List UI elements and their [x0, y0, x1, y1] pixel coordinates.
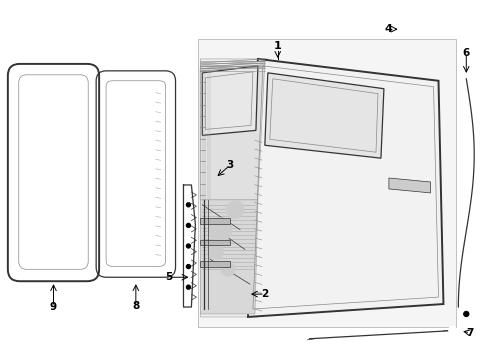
Bar	[200, 239, 230, 246]
Text: 3: 3	[226, 160, 234, 170]
Polygon shape	[202, 66, 258, 135]
Circle shape	[398, 20, 416, 38]
Text: 8: 8	[132, 301, 140, 311]
Text: 5: 5	[165, 272, 172, 282]
Bar	[200, 261, 230, 267]
Circle shape	[208, 218, 232, 242]
Polygon shape	[389, 178, 431, 193]
Polygon shape	[200, 59, 268, 317]
Circle shape	[187, 265, 191, 269]
Text: 4: 4	[385, 24, 393, 34]
Polygon shape	[200, 200, 258, 314]
Circle shape	[187, 285, 191, 289]
Circle shape	[187, 224, 191, 228]
Text: 2: 2	[261, 289, 269, 299]
Text: 1: 1	[274, 41, 282, 51]
Polygon shape	[265, 73, 384, 158]
Circle shape	[448, 326, 456, 334]
Circle shape	[464, 311, 469, 316]
Bar	[198, 39, 456, 327]
Text: 9: 9	[50, 302, 57, 312]
Circle shape	[187, 244, 191, 248]
Polygon shape	[200, 66, 255, 309]
Text: 7: 7	[466, 328, 474, 338]
Polygon shape	[200, 61, 265, 200]
Text: 6: 6	[463, 48, 470, 58]
Bar	[200, 218, 230, 224]
Circle shape	[207, 243, 223, 260]
Circle shape	[221, 262, 235, 276]
Polygon shape	[248, 59, 443, 317]
Circle shape	[402, 25, 411, 33]
Circle shape	[226, 201, 244, 219]
Circle shape	[461, 309, 471, 319]
Circle shape	[187, 203, 191, 207]
